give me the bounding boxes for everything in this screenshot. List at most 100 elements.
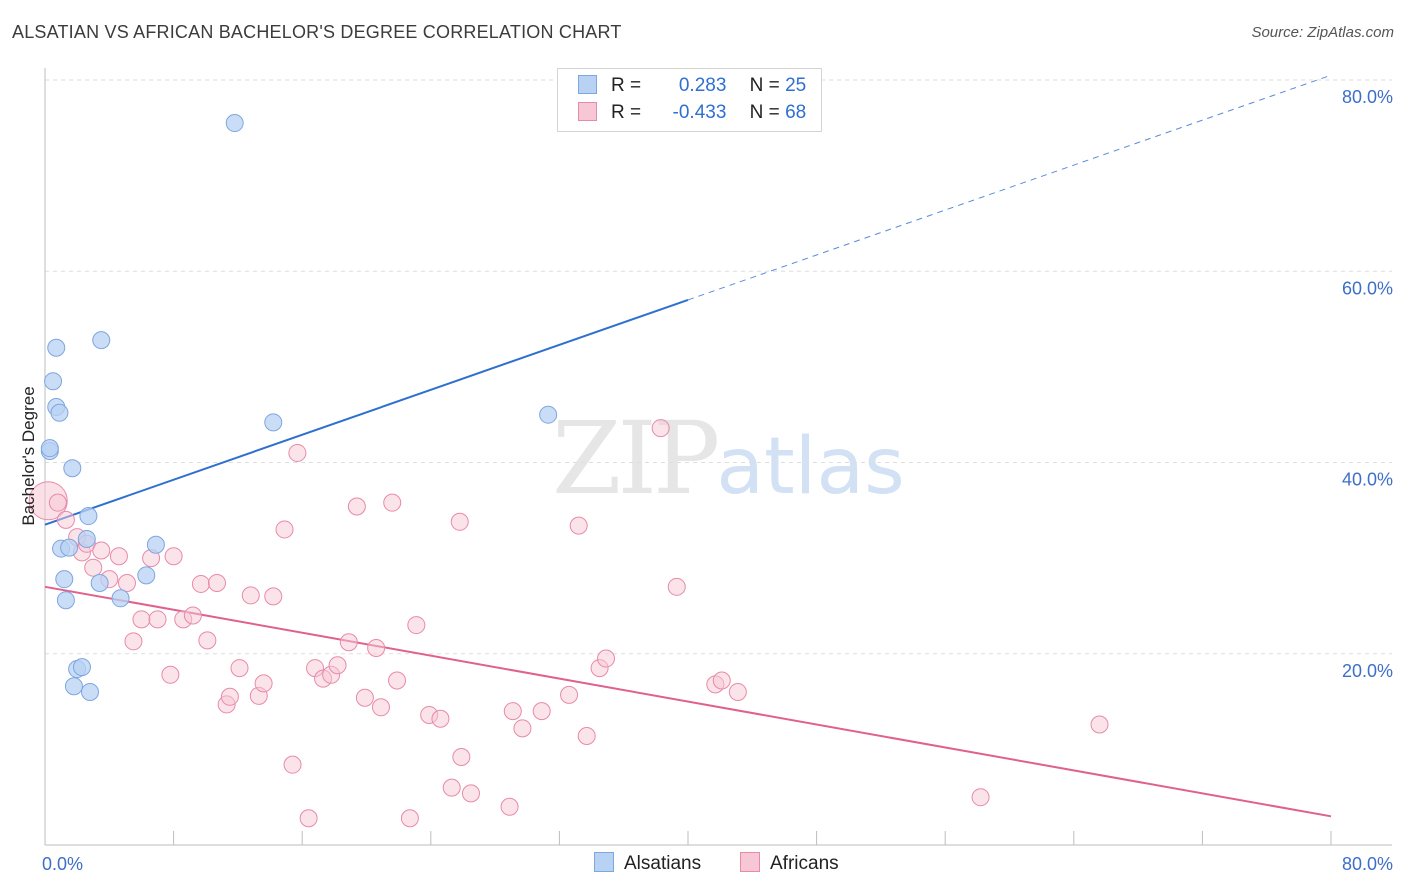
- y-tick-label: 80.0%: [1342, 87, 1393, 107]
- africans-swatch: [740, 852, 760, 872]
- point-africans: [328, 656, 347, 675]
- point-africans: [191, 574, 210, 593]
- chart-title: ALSATIAN VS AFRICAN BACHELOR'S DEGREE CO…: [12, 22, 622, 42]
- point-africans: [109, 547, 128, 566]
- r-label: R =: [611, 102, 642, 123]
- point-africans: [383, 493, 402, 512]
- point-alsatians: [79, 507, 98, 526]
- gridlines: [45, 79, 1392, 655]
- point-africans: [220, 687, 239, 706]
- point-alsatians: [264, 413, 283, 432]
- point-alsatians: [77, 530, 96, 548]
- n-value-alsatians: 25: [785, 75, 807, 96]
- alsatians-swatch: [578, 75, 597, 94]
- point-alsatians: [47, 338, 66, 357]
- point-africans: [84, 558, 103, 577]
- point-alsatians: [63, 459, 82, 478]
- point-alsatians: [539, 405, 558, 424]
- r-label: R =: [611, 75, 642, 96]
- point-africans: [461, 784, 480, 803]
- x-tick-label: 80.0%: [1342, 854, 1393, 874]
- point-africans: [560, 685, 579, 704]
- point-africans: [407, 616, 426, 635]
- r-value-alsatians: 0.283: [678, 75, 727, 96]
- point-africans: [597, 649, 616, 668]
- point-africans: [254, 674, 273, 693]
- point-alsatians: [55, 570, 74, 589]
- point-africans: [442, 778, 461, 797]
- point-africans: [339, 633, 358, 652]
- point-africans: [48, 493, 67, 512]
- point-africans: [431, 709, 450, 728]
- point-africans: [1090, 715, 1109, 734]
- alsatians-swatch: [594, 852, 614, 872]
- trend-line-africans: [44, 585, 1332, 818]
- point-alsatians: [64, 677, 83, 696]
- point-africans: [971, 788, 990, 807]
- point-africans: [132, 610, 151, 629]
- point-africans: [241, 586, 260, 605]
- x-tick-label: 0.0%: [42, 854, 83, 874]
- point-africans: [503, 702, 522, 721]
- point-africans: [452, 748, 471, 767]
- point-africans: [161, 665, 180, 684]
- point-africans: [208, 573, 227, 592]
- point-africans: [577, 726, 596, 745]
- r-value-africans: -0.433: [672, 102, 727, 123]
- point-alsatians: [81, 683, 100, 701]
- point-africans: [728, 683, 747, 701]
- point-africans: [56, 510, 75, 529]
- point-africans: [569, 516, 588, 535]
- legend-row-alsatians: R = 0.283 N = 25: [578, 75, 806, 99]
- source-label: Source: ZipAtlas.com: [1251, 24, 1394, 41]
- point-africans: [367, 639, 386, 658]
- point-africans: [148, 610, 167, 629]
- legend-item-alsatians[interactable]: Alsatians: [594, 852, 701, 875]
- axes: [44, 68, 1392, 846]
- point-africans: [124, 632, 143, 651]
- point-africans: [264, 587, 283, 606]
- y-tick-label: 20.0%: [1342, 661, 1393, 681]
- trend-line-alsatians: [44, 298, 689, 526]
- point-africans: [164, 547, 183, 566]
- legend-item-africans[interactable]: Africans: [740, 852, 839, 875]
- data-points: [28, 114, 1109, 828]
- point-alsatians: [60, 538, 79, 557]
- y-tick-label: 60.0%: [1342, 278, 1393, 298]
- point-africans: [299, 809, 318, 828]
- y-tick-label: 40.0%: [1342, 470, 1393, 490]
- watermark-atlas: atlas: [716, 422, 905, 512]
- trend-line-alsatians-projection: [687, 74, 1332, 301]
- point-alsatians: [225, 114, 244, 133]
- tick-labels: 20.0% 40.0% 60.0% 80.0% 0.0% 80.0% Bachelor's …: [19, 87, 1393, 874]
- point-africans: [388, 671, 407, 690]
- point-alsatians: [146, 535, 165, 554]
- point-alsatians: [50, 403, 69, 422]
- point-africans: [275, 520, 294, 539]
- legend-label-alsatians: Alsatians: [624, 853, 702, 874]
- n-label: N =: [749, 75, 780, 96]
- point-africans: [712, 671, 731, 690]
- point-africans: [347, 497, 366, 516]
- point-alsatians: [44, 372, 63, 391]
- point-alsatians: [137, 566, 156, 585]
- legend-row-africans: R = -0.433 N = 68: [578, 102, 806, 126]
- point-africans: [230, 659, 249, 678]
- point-africans: [117, 573, 136, 592]
- point-africans: [288, 443, 307, 462]
- n-label: N =: [749, 102, 780, 123]
- correlation-legend: R = 0.283 N = 25 R = -0.433 N = 68: [557, 68, 822, 132]
- africans-swatch: [578, 102, 597, 121]
- n-value-africans: 68: [785, 102, 807, 123]
- point-africans: [183, 606, 202, 625]
- point-africans: [283, 755, 302, 774]
- point-africans: [371, 698, 390, 717]
- point-africans: [513, 719, 532, 738]
- y-axis-label: Bachelor's Degree: [19, 386, 38, 525]
- point-africans: [355, 688, 374, 707]
- point-africans: [450, 512, 469, 531]
- point-africans: [198, 631, 217, 650]
- point-africans: [532, 702, 551, 721]
- trend-lines: [44, 74, 1332, 818]
